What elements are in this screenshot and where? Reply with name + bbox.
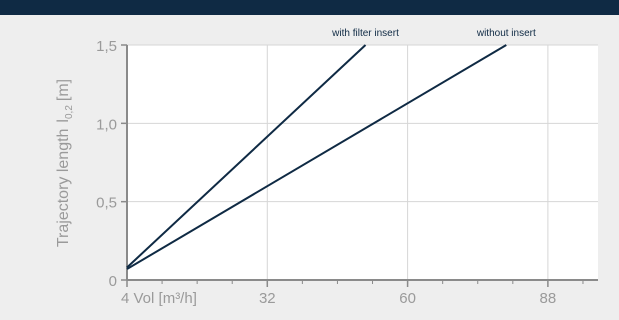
y-axis-symbol: l xyxy=(55,119,72,123)
x-tick-label: 88 xyxy=(540,290,557,307)
series-label: without insert xyxy=(476,28,536,39)
y-tick-label: 1,0 xyxy=(96,116,117,133)
y-tick-label: 0 xyxy=(109,273,117,290)
grid xyxy=(127,44,598,280)
series-lines xyxy=(126,44,507,270)
x-tick-label: 32 xyxy=(259,290,276,307)
y-axis-unit: [m] xyxy=(55,79,72,101)
x-tick-label: 60 xyxy=(399,290,416,307)
y-axis-subscript: 0,2 xyxy=(64,105,75,119)
series-label: with filter insert xyxy=(331,28,399,39)
plot-area xyxy=(127,45,598,280)
x-tick-label: 4 Vol [m³/h] xyxy=(121,290,197,307)
y-axis-title-text: Trajectory length xyxy=(55,129,72,248)
series-line-without-insert xyxy=(126,44,507,270)
y-tick-label: 1,5 xyxy=(96,38,117,55)
y-axis-title: Trajectory length l0,2 [m] xyxy=(55,79,75,247)
axes xyxy=(121,44,598,287)
labels: 0 0,5 1,0 1,5 4 Vol [m³/h] 32 60 88 with filter … xyxy=(96,28,556,307)
y-tick-label: 0,5 xyxy=(96,195,117,212)
series-line-with-filter-insert xyxy=(126,44,367,269)
top-bar xyxy=(0,0,619,15)
